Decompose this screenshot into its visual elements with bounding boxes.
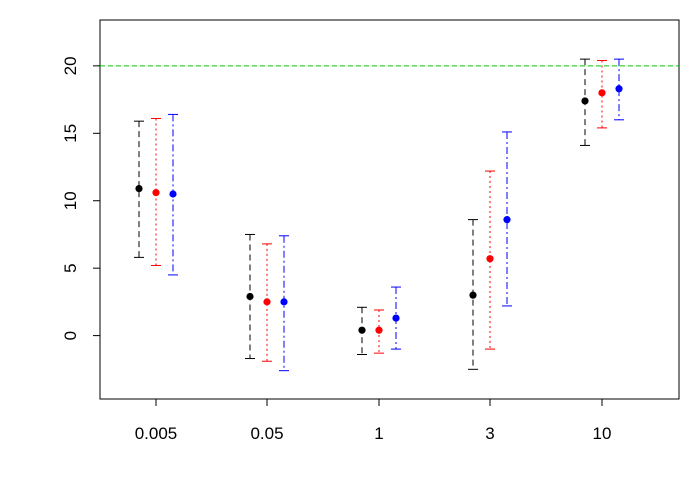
y-tick-label: 15 xyxy=(61,124,80,143)
data-point xyxy=(581,97,589,105)
x-axis: 0.005 0.05 1 3 10 xyxy=(135,399,612,443)
series-1 xyxy=(151,59,607,362)
x-tick-label: 0.005 xyxy=(135,424,178,443)
data-point xyxy=(246,292,254,301)
data-point xyxy=(486,255,494,263)
data-point xyxy=(375,326,383,334)
x-tick-label: 10 xyxy=(593,424,612,443)
series-layer xyxy=(134,58,624,372)
data-point xyxy=(263,298,271,306)
data-point xyxy=(615,85,623,93)
data-point xyxy=(358,326,366,334)
data-point xyxy=(152,189,160,197)
y-tick-label: 0 xyxy=(61,331,80,340)
x-tick-label: 1 xyxy=(374,424,383,443)
data-point xyxy=(598,89,606,97)
y-axis: 0 5 10 15 20 xyxy=(61,56,100,340)
data-point xyxy=(392,314,400,322)
data-point xyxy=(169,190,177,198)
x-tick-label: 3 xyxy=(485,424,494,443)
series-2 xyxy=(168,58,624,372)
data-point xyxy=(503,216,511,224)
y-tick-label: 10 xyxy=(61,191,80,210)
y-tick-label: 20 xyxy=(61,56,80,75)
x-tick-label: 0.05 xyxy=(250,424,283,443)
series-0 xyxy=(134,58,590,370)
plot-frame xyxy=(99,19,680,400)
data-point xyxy=(469,291,477,299)
data-point xyxy=(280,298,288,306)
y-tick-label: 5 xyxy=(61,263,80,272)
data-point xyxy=(135,184,143,193)
